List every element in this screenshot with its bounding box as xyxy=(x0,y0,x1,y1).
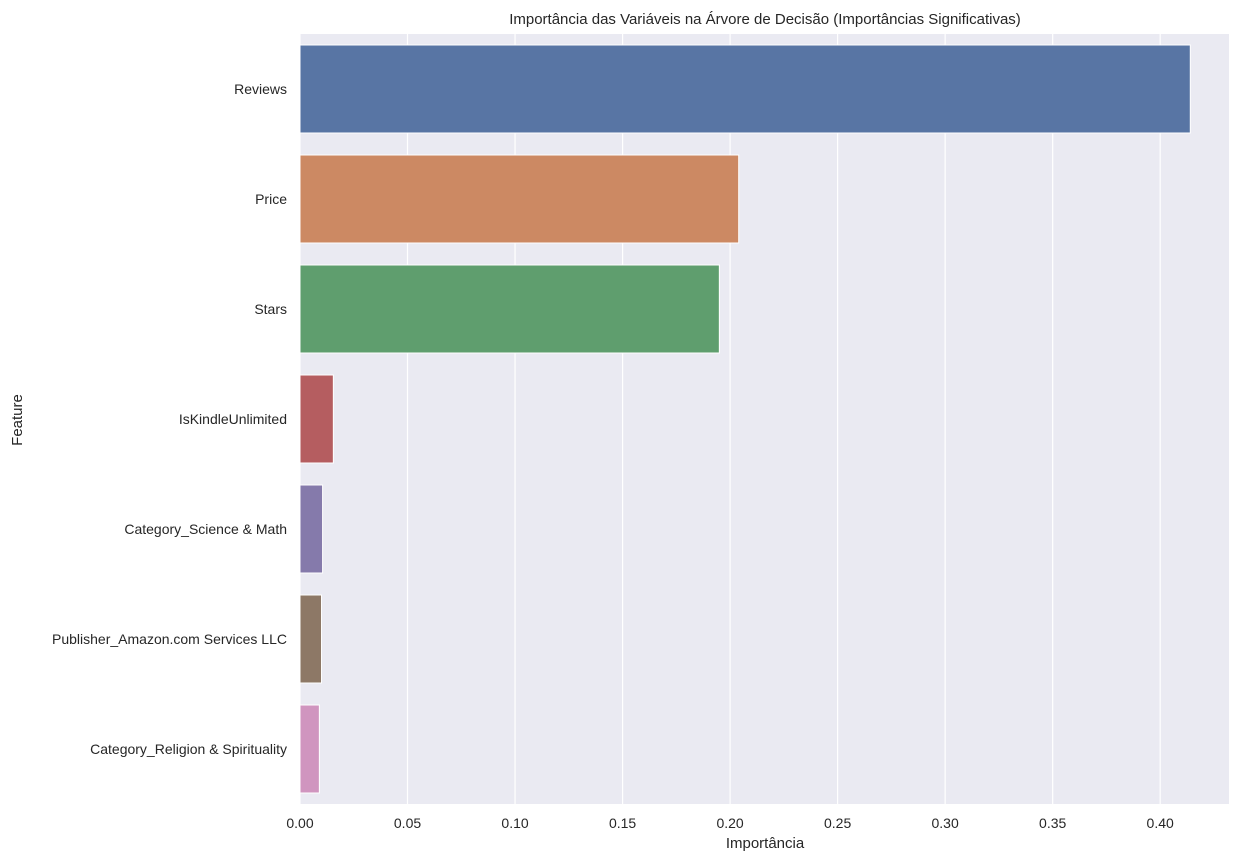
x-tick-label: 0.05 xyxy=(394,815,421,831)
y-tick-label: Price xyxy=(255,191,287,207)
plot-area xyxy=(300,34,1229,804)
bar xyxy=(299,704,320,794)
bar xyxy=(299,264,720,354)
x-axis-label: Importância xyxy=(726,835,805,852)
chart-title: Importância das Variáveis na Árvore de D… xyxy=(509,11,1021,28)
x-tick-label: 0.20 xyxy=(716,815,743,831)
x-tick-label: 0.35 xyxy=(1039,815,1066,831)
y-tick-label: Category_Science & Math xyxy=(124,521,287,537)
bar xyxy=(299,44,1191,134)
x-tick-label: 0.15 xyxy=(609,815,636,831)
x-tick-labels: 0.00 0.05 0.10 0.15 0.20 0.25 0.30 0.35 0.40 xyxy=(286,815,1174,831)
bar xyxy=(299,374,334,464)
y-tick-labels: Reviews Price Stars IsKindleUnlimited Catego… xyxy=(52,81,287,757)
x-tick-label: 0.10 xyxy=(501,815,528,831)
y-tick-label: Publisher_Amazon.com Services LLC xyxy=(52,631,287,647)
y-tick-label: Reviews xyxy=(234,81,287,97)
bar xyxy=(299,594,323,684)
y-tick-label: IsKindleUnlimited xyxy=(179,411,287,427)
x-tick-label: 0.25 xyxy=(824,815,851,831)
y-tick-label: Stars xyxy=(254,301,287,317)
y-tick-label: Category_Religion & Spirituality xyxy=(90,741,287,757)
y-axis-label: Feature xyxy=(9,394,26,446)
bar xyxy=(299,484,324,574)
bar xyxy=(299,154,740,244)
x-tick-label: 0.00 xyxy=(286,815,313,831)
x-tick-label: 0.30 xyxy=(932,815,959,831)
bars xyxy=(299,44,1191,794)
x-tick-label: 0.40 xyxy=(1147,815,1174,831)
